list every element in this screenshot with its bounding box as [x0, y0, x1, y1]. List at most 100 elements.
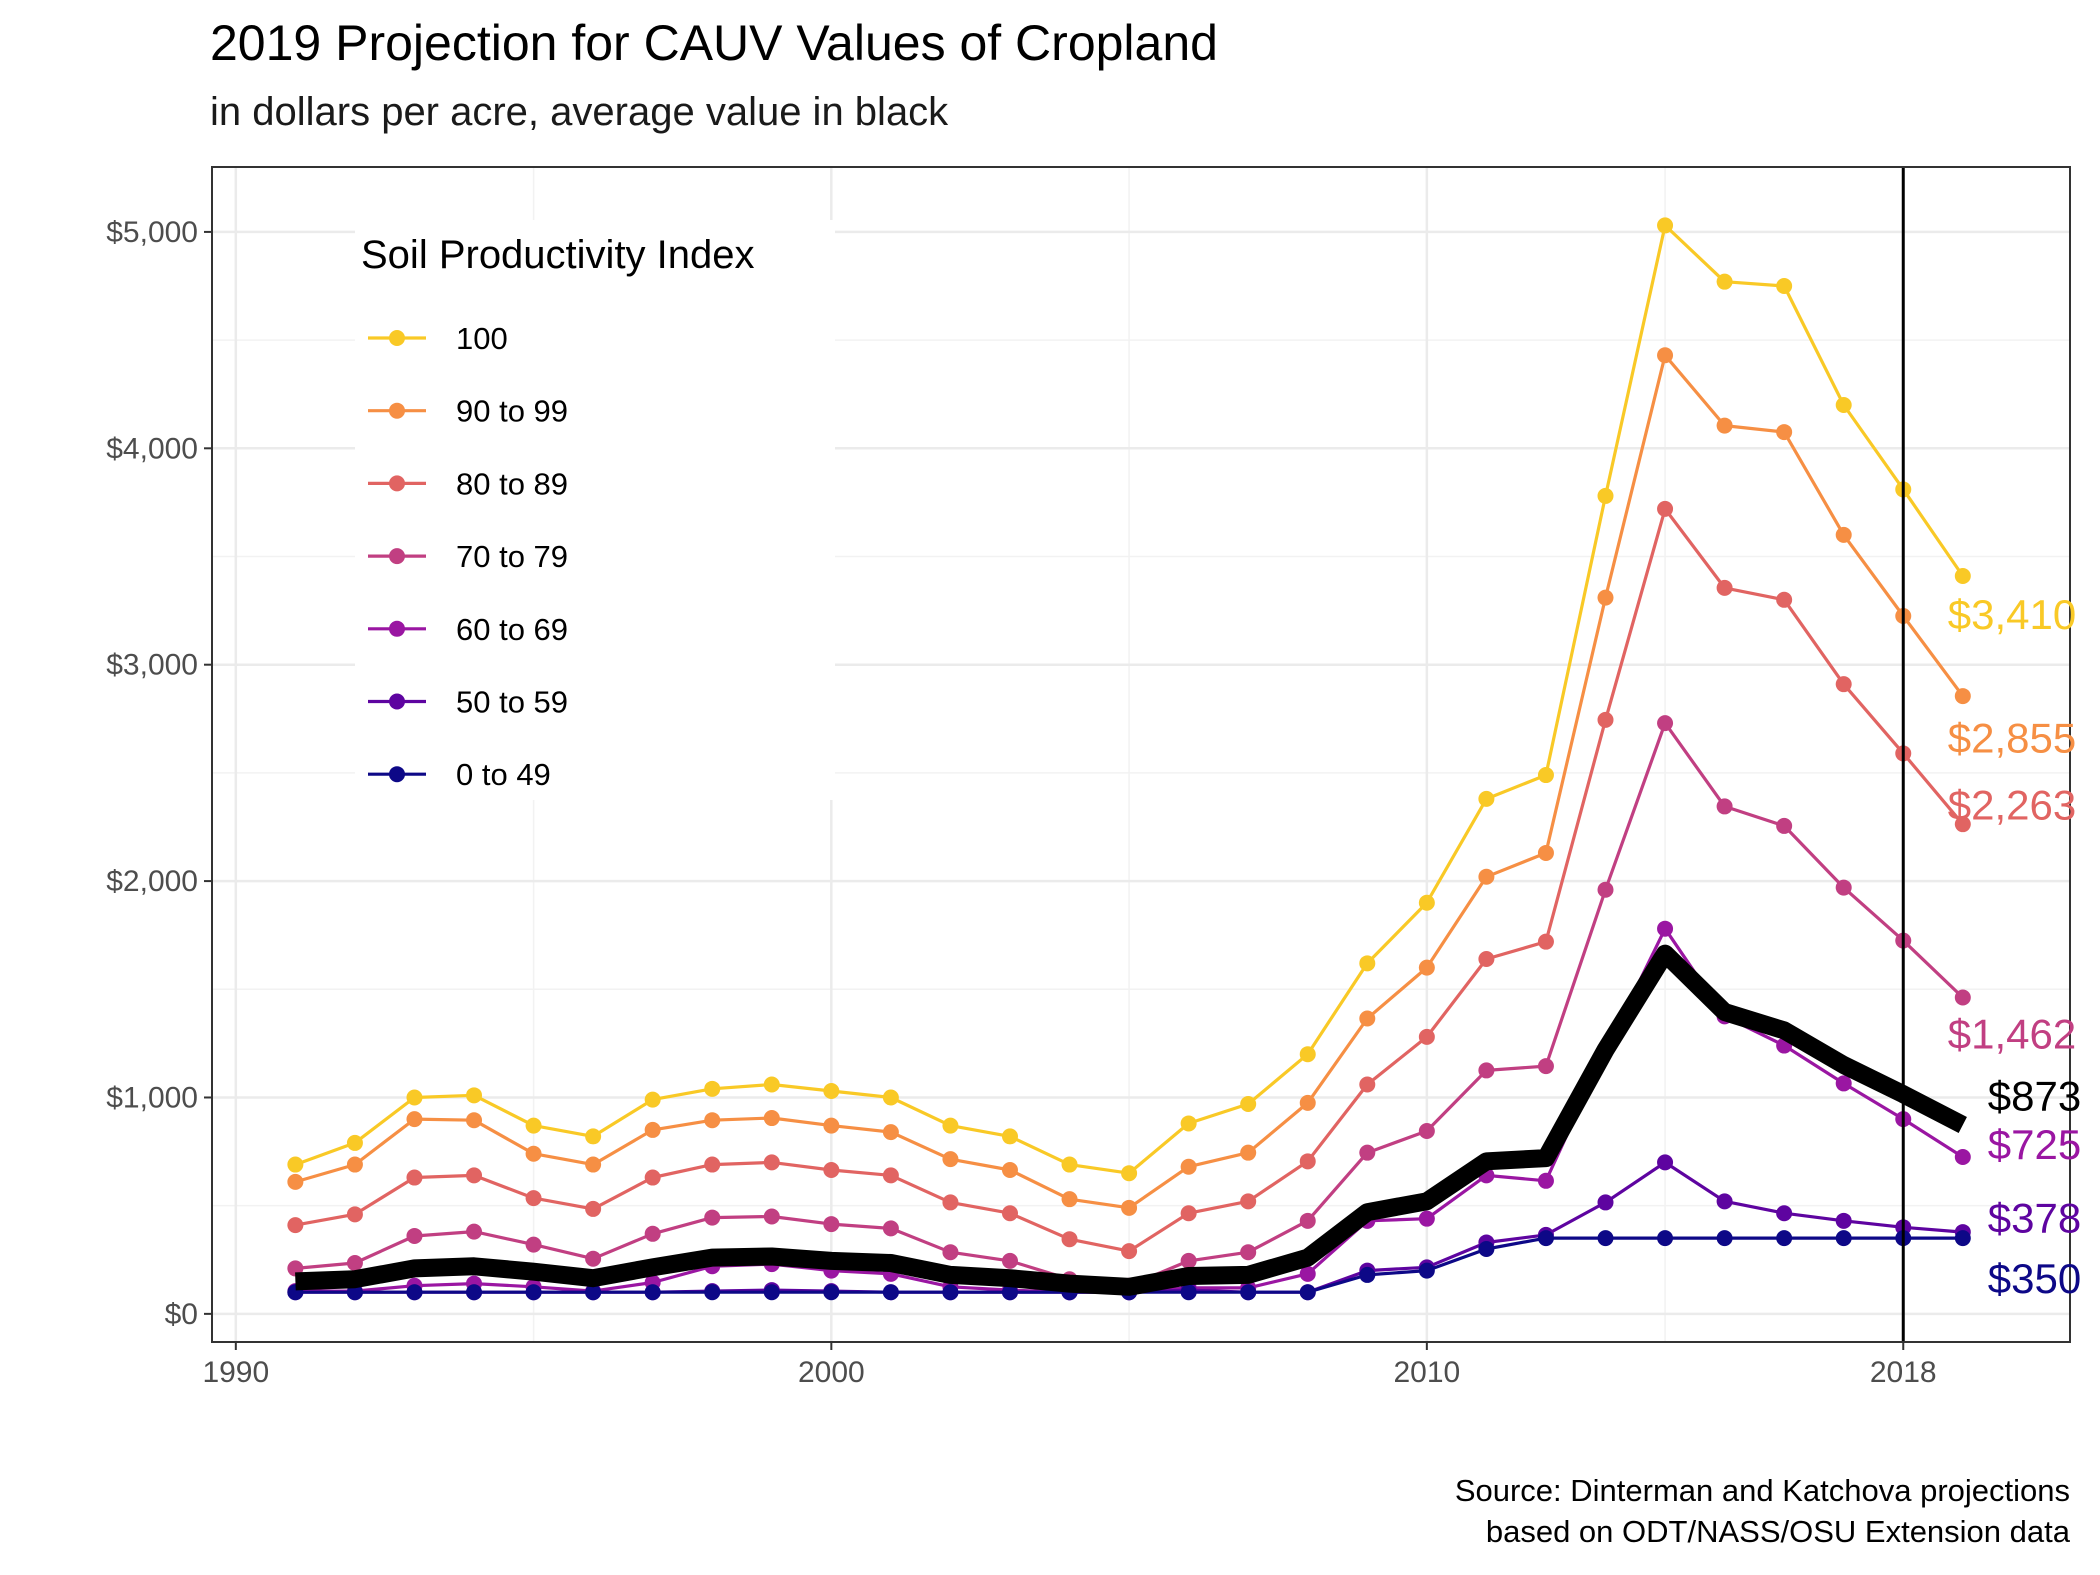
data-point — [1716, 798, 1733, 815]
data-point — [585, 1200, 602, 1217]
data-point — [1776, 591, 1793, 608]
data-point — [1716, 579, 1733, 596]
data-point — [287, 1173, 304, 1190]
y-tick-label: $2,000 — [106, 865, 198, 898]
data-point — [1359, 955, 1376, 972]
data-point — [346, 1156, 363, 1173]
data-point — [1835, 1212, 1852, 1229]
data-point — [346, 1134, 363, 1151]
data-point — [1418, 1210, 1435, 1227]
data-point — [1478, 868, 1495, 885]
data-point — [1240, 1193, 1257, 1210]
data-point — [525, 1117, 542, 1134]
data-point — [1537, 1172, 1554, 1189]
data-point — [1001, 1205, 1018, 1222]
data-point — [1299, 1212, 1316, 1229]
series-lines — [287, 217, 1971, 1301]
chart-title: 2019 Projection for CAUV Values of Cropl… — [210, 15, 1218, 71]
caption-line-2: based on ODT/NASS/OSU Extension data — [1485, 1514, 2070, 1549]
data-point — [882, 1220, 899, 1237]
data-point — [1597, 1194, 1614, 1211]
x-tick-label: 1990 — [202, 1356, 269, 1389]
data-point — [882, 1167, 899, 1184]
data-point — [585, 1156, 602, 1173]
data-point — [1954, 816, 1971, 833]
caption-line-1: Source: Dinterman and Katchova projectio… — [1454, 1473, 2070, 1508]
data-point — [1418, 894, 1435, 911]
data-point — [525, 1190, 542, 1207]
data-point — [1180, 1252, 1197, 1269]
data-point — [1537, 1058, 1554, 1075]
data-point — [1657, 920, 1674, 937]
legend-key-point — [389, 620, 405, 637]
data-point — [1001, 1252, 1018, 1269]
data-point — [942, 1194, 959, 1211]
data-point — [406, 1111, 423, 1128]
data-point — [1657, 217, 1674, 234]
x-tick-label: 2010 — [1393, 1356, 1460, 1389]
data-point — [942, 1117, 959, 1134]
data-point — [1954, 567, 1971, 584]
data-point — [1061, 1156, 1078, 1173]
data-point — [346, 1255, 363, 1272]
data-point — [1597, 589, 1614, 606]
data-point — [1776, 1230, 1793, 1247]
data-point — [942, 1284, 959, 1301]
legend-label: 80 to 89 — [456, 466, 568, 501]
end-label-100: $3,410 — [1948, 591, 2076, 638]
data-point — [763, 1208, 780, 1225]
data-point — [1359, 1144, 1376, 1161]
data-point — [1657, 715, 1674, 732]
data-point — [1835, 676, 1852, 693]
data-point — [644, 1284, 661, 1301]
data-point — [1954, 1148, 1971, 1165]
data-point — [1478, 950, 1495, 967]
end-label-50-to-59: $378 — [1988, 1195, 2081, 1242]
data-point — [942, 1151, 959, 1168]
end-label-0-to-49: $350 — [1988, 1255, 2081, 1302]
data-point — [1657, 1154, 1674, 1171]
data-point — [1776, 424, 1793, 441]
legend-key-point — [389, 402, 405, 419]
data-point — [1299, 1153, 1316, 1170]
legend-label: 0 to 49 — [456, 757, 551, 792]
data-point — [1121, 1243, 1138, 1260]
data-point — [1418, 959, 1435, 976]
y-tick-label: $0 — [165, 1298, 198, 1331]
data-point — [1954, 1230, 1971, 1247]
data-point — [1776, 817, 1793, 834]
data-point — [1359, 1010, 1376, 1027]
data-point — [704, 1080, 721, 1097]
average-line — [295, 944, 1967, 1296]
data-point — [525, 1145, 542, 1162]
data-point — [1180, 1115, 1197, 1132]
data-point — [1121, 1165, 1138, 1182]
data-point — [1001, 1284, 1018, 1301]
plot-panel-border — [211, 166, 2071, 1343]
data-point — [1299, 1046, 1316, 1063]
end-label-average: $873 — [1988, 1072, 2081, 1119]
data-point — [1716, 273, 1733, 290]
data-point — [1657, 500, 1674, 517]
legend-background — [355, 220, 835, 800]
data-point — [763, 1284, 780, 1301]
legend-label: 90 to 99 — [456, 394, 568, 429]
data-point — [823, 1284, 840, 1301]
data-point — [704, 1156, 721, 1173]
data-point — [1776, 1205, 1793, 1222]
chart-subtitle: in dollars per acre, average value in bl… — [210, 90, 949, 134]
data-point — [585, 1250, 602, 1267]
data-point — [823, 1082, 840, 1099]
y-tick-label: $3,000 — [106, 649, 198, 682]
data-point — [644, 1121, 661, 1138]
legend-key-point — [389, 330, 405, 346]
data-point — [1299, 1284, 1316, 1301]
data-point — [704, 1284, 721, 1301]
legend-label: 70 to 79 — [456, 539, 568, 574]
data-point — [763, 1154, 780, 1171]
data-point — [1061, 1231, 1078, 1248]
data-point — [525, 1284, 542, 1301]
data-point — [1180, 1284, 1197, 1301]
data-point — [406, 1227, 423, 1244]
